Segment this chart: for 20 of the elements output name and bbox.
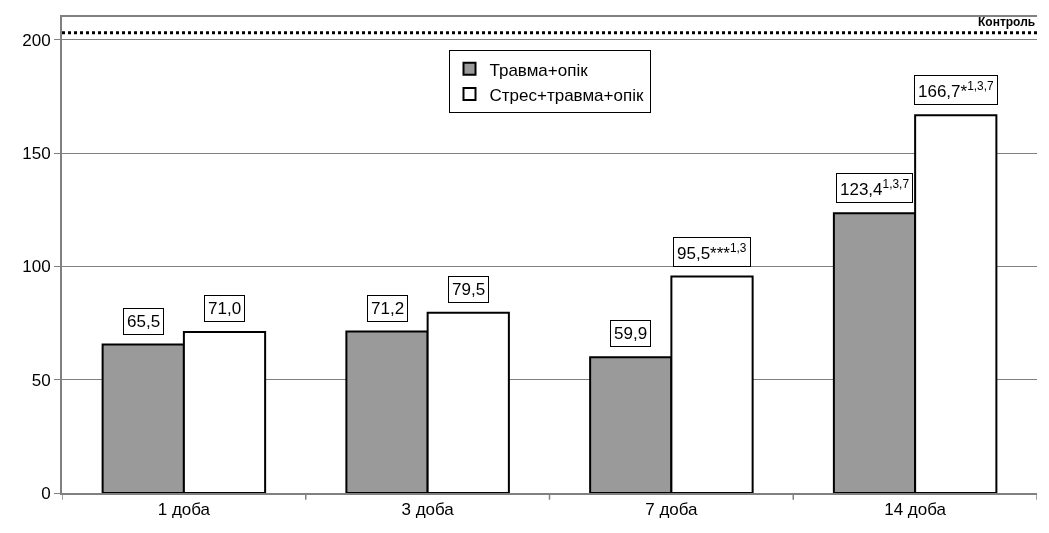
data-label: 95,5***$^{1,3}$ <box>677 241 747 264</box>
data-label: 166,7*$^{1,3,7}$ <box>918 79 995 102</box>
ref-line-label: Контроль <box>978 15 1036 29</box>
y-tick-label: 200 <box>22 30 51 50</box>
data-label: 71,0 <box>208 299 242 318</box>
x-tick-label: 7 доба <box>645 500 699 520</box>
data-label: 123,4$^{1,3,7}$ <box>840 177 910 200</box>
x-tick-label: 1 доба <box>157 500 211 520</box>
data-label: 59,9 <box>614 324 648 343</box>
data-label: 79,5 <box>452 280 486 299</box>
legend-label: Стрес+травма+опік <box>489 85 644 105</box>
x-tick-label: 14 доба <box>884 500 947 520</box>
y-tick-label: 0 <box>41 483 51 503</box>
y-tick-label: 100 <box>22 257 51 277</box>
data-label: 65,5 <box>127 312 161 331</box>
legend-label: Травма+опік <box>489 60 589 80</box>
y-tick-label: 50 <box>31 370 51 390</box>
data-label: 71,2 <box>371 299 405 318</box>
y-tick-label: 150 <box>22 143 51 163</box>
x-tick-label: 3 доба <box>401 500 455 520</box>
